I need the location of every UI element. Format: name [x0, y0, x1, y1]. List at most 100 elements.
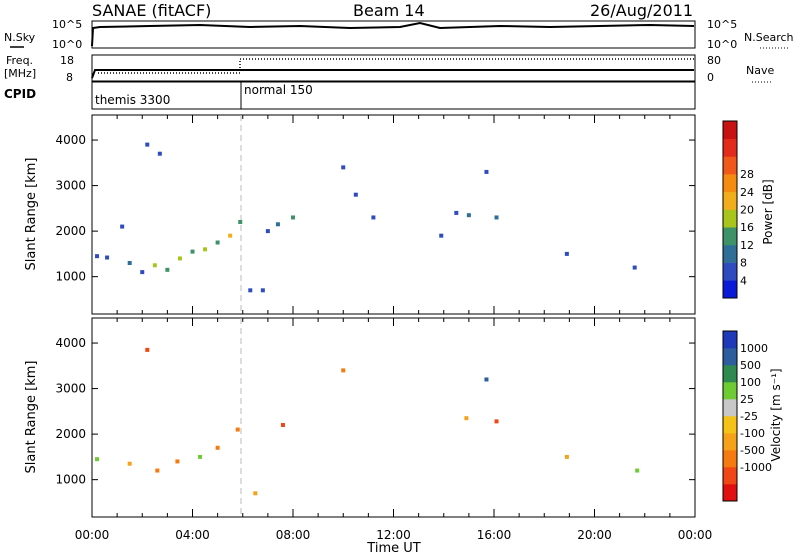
time-tick-label: 16:00	[477, 528, 512, 542]
power-colorbar-tick-label: 8	[740, 257, 747, 270]
power-data-cell	[228, 233, 233, 238]
velocity-ytick-label: 1000	[55, 473, 86, 487]
velocity-data-cell	[155, 468, 160, 473]
power-data-cell	[353, 192, 358, 197]
power-colorbar-swatch	[723, 227, 737, 246]
power-colorbar-swatch	[723, 121, 737, 139]
power-colorbar-swatch	[723, 244, 737, 263]
power-data-cell	[341, 165, 346, 170]
velocity-data-cell	[145, 347, 150, 352]
power-colorbar-swatch	[723, 262, 737, 281]
velocity-data-cell	[235, 427, 240, 432]
power-colorbar-tick-label: 4	[740, 274, 747, 287]
noise-panel: N.Sky 10^5 10^0 N.Search 10^5 10^0	[4, 18, 794, 51]
velocity-colorbar-tick-label: -500	[740, 444, 765, 457]
power-data-cell	[203, 247, 208, 252]
power-colorbar-swatch	[723, 174, 737, 193]
power-data-cell	[152, 263, 157, 268]
power-y-axis: 1000 2000 3000 4000	[55, 133, 695, 284]
velocity-data-cell	[564, 454, 569, 459]
power-ytick-label: 4000	[55, 133, 86, 147]
noise-search-label: N.Search	[744, 31, 794, 44]
velocity-colorbar-tick-label: 25	[740, 393, 754, 406]
velocity-ylabel: Slant Range [km]	[24, 361, 39, 474]
power-colorbar-swatch	[723, 280, 737, 299]
velocity-data-cell	[215, 445, 220, 450]
power-colorbar-swatch	[723, 191, 737, 210]
power-data-cell	[484, 169, 489, 174]
freq-left-tick-top: 18	[60, 54, 74, 67]
power-data-cell	[260, 288, 265, 293]
power-data-cell	[564, 251, 569, 256]
velocity-colorbar-tick-label: -1000	[740, 461, 772, 474]
freq-panel: Freq. [MHz] 18 8 Nave 80 0	[4, 54, 774, 84]
velocity-data-cell	[494, 419, 499, 424]
nave-right-tick-top: 80	[707, 54, 721, 67]
freq-label-line1: Freq.	[6, 54, 33, 67]
velocity-frame	[91, 317, 696, 518]
station-title: SANAE (fitACF)	[92, 1, 211, 20]
power-ylabel: Slant Range [km]	[24, 158, 39, 271]
velocity-colorbar-swatch	[723, 467, 737, 485]
cpid-label: CPID	[4, 87, 36, 101]
power-data-cell	[275, 222, 280, 227]
power-ytick-label: 1000	[55, 270, 86, 284]
cpid-panel: CPID themis 3300 normal 150	[4, 81, 696, 110]
velocity-data-cell	[484, 377, 489, 382]
velocity-panel: Slant Range [km] 1000 2000 3000 4000 1000 50…	[24, 317, 783, 556]
velocity-colorbar-swatch	[723, 450, 737, 468]
power-data-cell	[371, 215, 376, 220]
velocity-ytick-label: 3000	[55, 382, 86, 396]
time-axis-labels: 00:00 04:00 08:00 12:00 16:00 20:00 00:00	[75, 528, 713, 542]
power-data-cell	[215, 240, 220, 245]
velocity-data-cell	[95, 457, 100, 462]
freq-frame	[91, 54, 696, 82]
power-data-cell	[140, 270, 145, 275]
power-data-cell	[177, 256, 182, 261]
power-data-cell	[95, 254, 100, 259]
velocity-data-cell	[635, 468, 640, 473]
freq-label-line2: [MHz]	[4, 67, 36, 80]
power-data-cell	[439, 233, 444, 238]
noise-right-tick-bottom: 10^0	[707, 38, 737, 51]
velocity-colorbar-swatch	[723, 399, 737, 417]
velocity-colorbar-frame	[722, 330, 738, 502]
power-data-cell	[157, 151, 162, 156]
velocity-colorbar-label: Velocity [m s⁻¹]	[769, 368, 783, 461]
cpid-segment-themis: themis 3300	[95, 93, 170, 107]
power-data-cell	[165, 267, 170, 272]
power-data-cell	[494, 215, 499, 220]
velocity-colorbar-swatch	[723, 348, 737, 366]
power-colorbar-swatch	[723, 156, 737, 175]
velocity-ytick-label: 2000	[55, 427, 86, 441]
velocity-colorbar-swatch	[723, 484, 737, 502]
noise-left-tick-bottom: 10^0	[52, 38, 82, 51]
nave-label: Nave	[746, 64, 774, 77]
power-colorbar-swatch	[723, 138, 737, 157]
power-data-cell	[145, 142, 150, 147]
velocity-colorbar-swatch	[723, 433, 737, 451]
power-colorbar-tick-label: 16	[740, 221, 754, 234]
power-data-cell	[238, 220, 243, 225]
power-data-cell	[454, 210, 459, 215]
power-colorbar: 4 8 12 16 20 24 28	[722, 120, 754, 299]
beam-title: Beam 14	[353, 1, 425, 20]
power-colorbar-swatch	[723, 209, 737, 228]
noise-sky-trace	[91, 21, 695, 47]
velocity-data-cell	[341, 368, 346, 373]
velocity-y-axis: 1000 2000 3000 4000	[55, 336, 695, 487]
velocity-data-marks	[95, 347, 640, 496]
power-colorbar-label: Power [dB]	[761, 179, 775, 244]
power-panel: Slant Range [km] 1000 2000 3000 4000 4 8 12 16…	[24, 114, 775, 315]
velocity-data-cell	[127, 461, 132, 466]
velocity-ytick-label: 4000	[55, 336, 86, 350]
power-frame	[91, 114, 696, 315]
power-data-cell	[190, 249, 195, 254]
time-tick-label: 04:00	[175, 528, 210, 542]
time-axis-title: Time UT	[366, 541, 420, 554]
power-colorbar-tick-label: 24	[740, 186, 754, 199]
power-data-cell	[248, 288, 253, 293]
power-data-cell	[127, 260, 132, 265]
time-tick-label: 00:00	[75, 528, 110, 542]
